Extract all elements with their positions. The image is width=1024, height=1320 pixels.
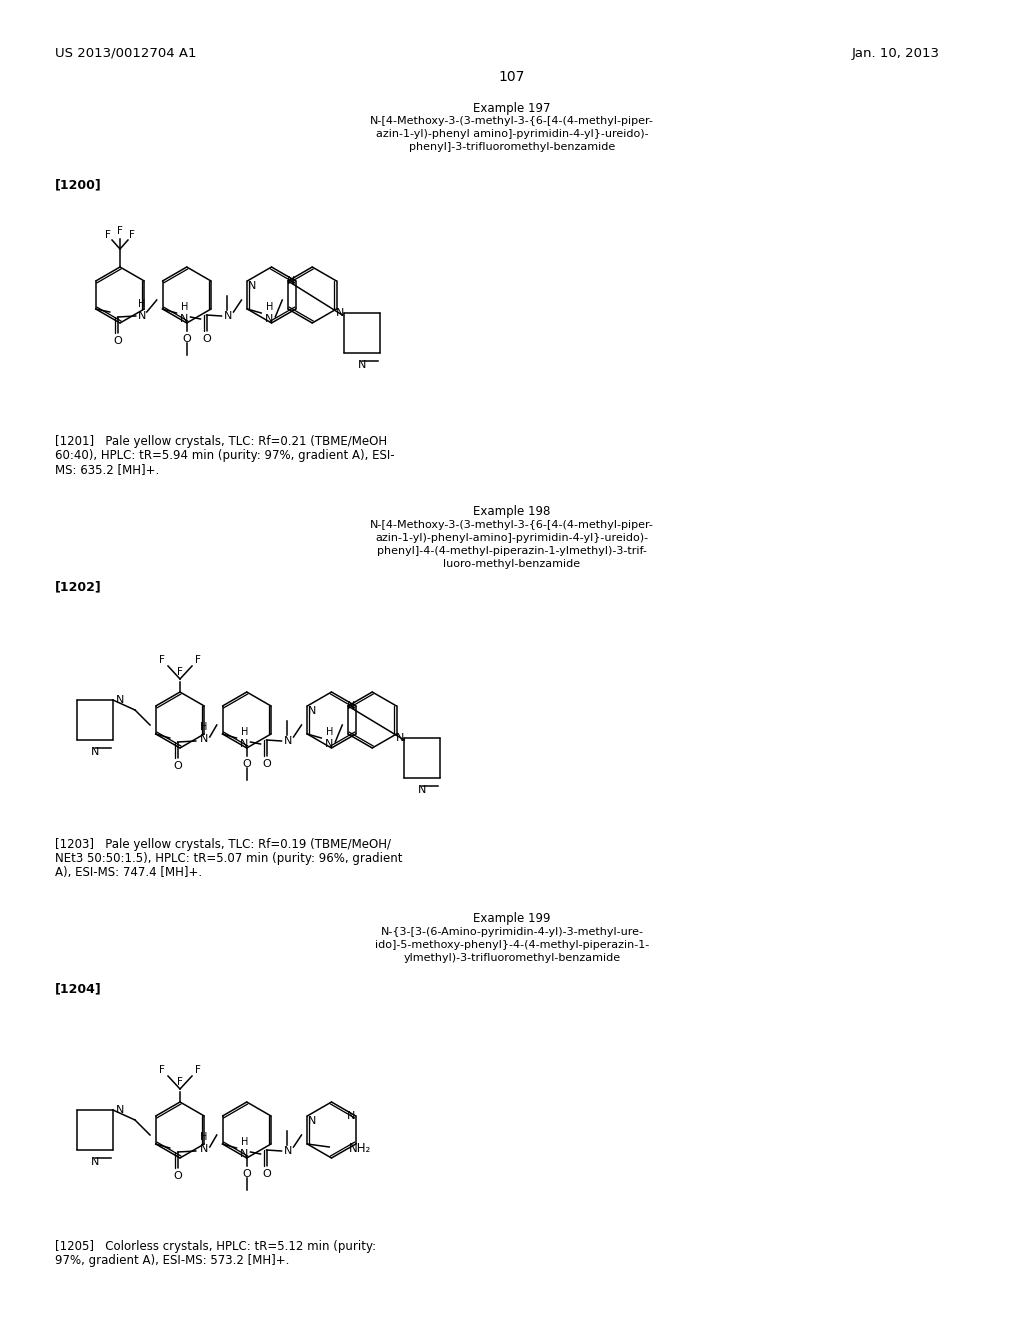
Text: N: N [265,314,273,323]
Text: phenyl]-3-trifluoromethyl-benzamide: phenyl]-3-trifluoromethyl-benzamide [409,143,615,152]
Text: N: N [200,1144,208,1154]
Text: ylmethyl)-3-trifluoromethyl-benzamide: ylmethyl)-3-trifluoromethyl-benzamide [403,953,621,964]
Text: N: N [396,733,404,743]
Text: N: N [241,1148,249,1159]
Text: US 2013/0012704 A1: US 2013/0012704 A1 [55,48,197,59]
Text: azin-1-yl)-phenyl amino]-pyrimidin-4-yl}-ureido)-: azin-1-yl)-phenyl amino]-pyrimidin-4-yl}… [376,129,648,139]
Text: N: N [287,276,295,286]
Text: N: N [308,706,316,715]
Text: N: N [346,1111,355,1121]
Text: Jan. 10, 2013: Jan. 10, 2013 [852,48,940,59]
Text: [1205]   Colorless crystals, HPLC: tR=5.12 min (purity:: [1205] Colorless crystals, HPLC: tR=5.12… [55,1239,376,1253]
Text: H: H [181,302,188,312]
Text: O: O [182,334,191,345]
Text: F: F [177,1077,183,1086]
Text: N: N [285,1146,293,1156]
Text: [1203]   Pale yellow crystals, TLC: Rf=0.19 (TBME/MeOH/: [1203] Pale yellow crystals, TLC: Rf=0.1… [55,838,391,851]
Text: O: O [173,762,182,771]
Text: N: N [358,360,367,370]
Text: F: F [195,1065,201,1074]
Text: [1204]: [1204] [55,982,101,995]
Text: N: N [241,739,249,748]
Text: N: N [308,1115,316,1126]
Text: [1200]: [1200] [55,178,101,191]
Text: ido]-5-methoxy-phenyl}-4-(4-methyl-piperazin-1-: ido]-5-methoxy-phenyl}-4-(4-methyl-piper… [375,940,649,950]
Text: O: O [114,337,122,346]
Text: NEt3 50:50:1.5), HPLC: tR=5.07 min (purity: 96%, gradient: NEt3 50:50:1.5), HPLC: tR=5.07 min (puri… [55,851,402,865]
Text: H: H [265,302,273,312]
Text: H: H [241,1137,248,1147]
Text: 60:40), HPLC: tR=5.94 min (purity: 97%, gradient A), ESI-: 60:40), HPLC: tR=5.94 min (purity: 97%, … [55,449,394,462]
Text: [1202]: [1202] [55,579,101,593]
Text: O: O [202,334,211,345]
Text: N: N [180,314,188,323]
Text: H: H [200,722,208,733]
Text: N: N [116,696,124,705]
Text: O: O [173,1171,182,1181]
Text: A), ESI-MS: 747.4 [MH]+.: A), ESI-MS: 747.4 [MH]+. [55,866,202,879]
Text: F: F [117,226,123,236]
Text: O: O [262,759,271,770]
Text: phenyl]-4-(4-methyl-piperazin-1-ylmethyl)-3-trif-: phenyl]-4-(4-methyl-piperazin-1-ylmethyl… [377,546,647,556]
Text: N: N [325,739,334,748]
Text: azin-1-yl)-phenyl-amino]-pyrimidin-4-yl}-ureido)-: azin-1-yl)-phenyl-amino]-pyrimidin-4-yl}… [376,533,648,543]
Text: N: N [137,312,146,321]
Text: F: F [129,230,135,240]
Text: Example 198: Example 198 [473,506,551,517]
Text: O: O [243,759,251,770]
Text: 107: 107 [499,70,525,84]
Text: H: H [241,727,248,737]
Text: N: N [248,281,256,290]
Text: N: N [91,747,99,756]
Text: H: H [200,1133,208,1142]
Text: O: O [243,1170,251,1179]
Text: N-{3-[3-(6-Amino-pyrimidin-4-yl)-3-methyl-ure-: N-{3-[3-(6-Amino-pyrimidin-4-yl)-3-methy… [381,927,643,937]
Text: F: F [105,230,111,240]
Text: F: F [159,655,165,665]
Text: N: N [91,1158,99,1167]
Text: N: N [285,737,293,746]
Text: luoro-methyl-benzamide: luoro-methyl-benzamide [443,558,581,569]
Text: 97%, gradient A), ESI-MS: 573.2 [MH]+.: 97%, gradient A), ESI-MS: 573.2 [MH]+. [55,1254,290,1267]
Text: MS: 635.2 [MH]+.: MS: 635.2 [MH]+. [55,463,160,477]
Text: H: H [138,300,145,309]
Text: N: N [418,785,426,795]
Text: Example 197: Example 197 [473,102,551,115]
Text: N-[4-Methoxy-3-(3-methyl-3-{6-[4-(4-methyl-piper-: N-[4-Methoxy-3-(3-methyl-3-{6-[4-(4-meth… [370,116,654,125]
Text: N: N [200,734,208,744]
Text: F: F [159,1065,165,1074]
Text: [1201]   Pale yellow crystals, TLC: Rf=0.21 (TBME/MeOH: [1201] Pale yellow crystals, TLC: Rf=0.2… [55,436,387,447]
Text: N: N [336,308,344,318]
Text: N-[4-Methoxy-3-(3-methyl-3-{6-[4-(4-methyl-piper-: N-[4-Methoxy-3-(3-methyl-3-{6-[4-(4-meth… [370,520,654,531]
Text: Example 199: Example 199 [473,912,551,925]
Text: F: F [195,655,201,665]
Text: H: H [326,727,333,737]
Text: N: N [224,312,232,321]
Text: F: F [177,667,183,677]
Text: N: N [116,1105,124,1115]
Text: N: N [346,701,355,711]
Text: NH₂: NH₂ [349,1143,372,1155]
Text: O: O [262,1170,271,1179]
